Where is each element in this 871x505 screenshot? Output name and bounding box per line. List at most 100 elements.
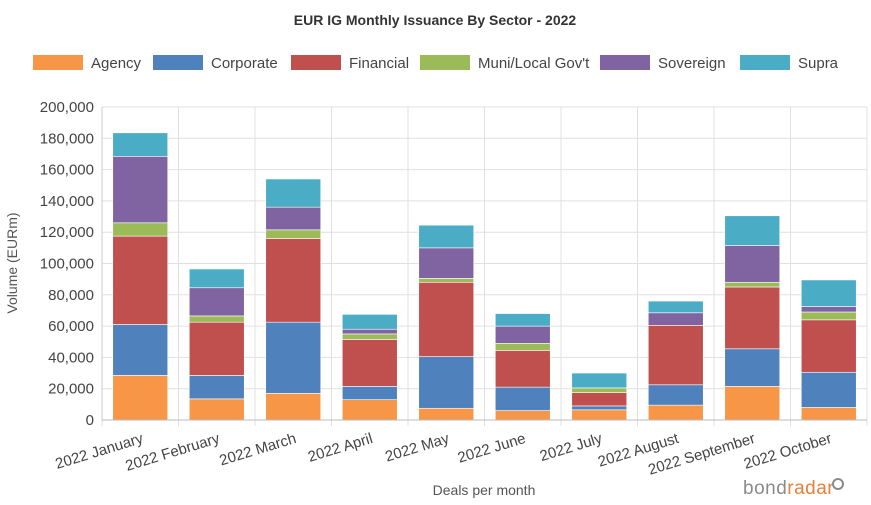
bar-segment — [724, 386, 781, 421]
bar-segment — [647, 325, 704, 386]
bar-stack — [724, 215, 781, 421]
bar-segment — [494, 343, 551, 351]
bar-segment — [341, 399, 398, 421]
bar-segment — [265, 178, 322, 208]
bar-segment — [112, 132, 169, 157]
bar-segment — [800, 371, 857, 408]
bar-segment — [494, 386, 551, 411]
bar-stack — [571, 372, 628, 421]
bar-segment — [571, 392, 628, 407]
bar-segment — [418, 278, 475, 283]
bar-segment — [265, 321, 322, 394]
bar-segment — [800, 407, 857, 421]
legend-label: Agency — [91, 55, 142, 72]
bar-segment — [494, 410, 551, 421]
bar-segment — [647, 404, 704, 421]
y-tick-label: 140,000 — [40, 193, 94, 210]
y-tick-label: 0 — [86, 412, 94, 429]
bar-segment — [647, 312, 704, 326]
bar-segment — [188, 287, 245, 317]
bar-segment — [418, 247, 475, 279]
legend-label: Financial — [349, 55, 409, 72]
legend-swatch — [291, 55, 341, 70]
legend-swatch — [600, 55, 650, 70]
bar-segment — [341, 339, 398, 387]
legend-item[interactable]: Financial — [291, 55, 409, 72]
y-tick-label: 80,000 — [48, 287, 94, 304]
y-tick-label: 160,000 — [40, 162, 94, 179]
bar-segment — [494, 313, 551, 327]
legend-label: Muni/Local Gov't — [478, 55, 590, 72]
bar-segment — [265, 238, 322, 323]
bar-segment — [724, 286, 781, 350]
bar-segment — [724, 245, 781, 283]
bar-segment — [800, 279, 857, 307]
y-axis-title: Volume (EURm) — [4, 212, 20, 313]
legend-item[interactable]: Agency — [33, 55, 142, 72]
bar-segment — [112, 324, 169, 376]
bar-segment — [647, 300, 704, 314]
bar-segment — [188, 398, 245, 421]
bar-stack — [647, 300, 704, 421]
brand-radar-text: radar — [787, 478, 835, 499]
legend-swatch — [33, 55, 83, 70]
radar-dot-icon — [832, 478, 845, 490]
x-tick-label: 2022 June — [456, 430, 528, 467]
bars — [112, 132, 857, 421]
x-tick-label: 2022 May — [383, 430, 451, 466]
legend-label: Sovereign — [658, 55, 726, 72]
chart-title: EUR IG Monthly Issuance By Sector - 2022 — [294, 12, 577, 28]
bar-segment — [494, 350, 551, 388]
y-tick-label: 40,000 — [48, 349, 94, 366]
bar-stack — [418, 224, 475, 421]
y-tick-label: 120,000 — [40, 224, 94, 241]
y-tick-label: 200,000 — [40, 99, 94, 116]
bar-segment — [341, 333, 398, 340]
legend: Agency Corporate Financial Muni/Local Gov't… — [33, 55, 839, 72]
bar-segment — [188, 268, 245, 289]
bar-segment — [341, 386, 398, 400]
bar-stack — [800, 279, 857, 421]
bar-segment — [724, 348, 781, 387]
brand-bond-text: bond — [743, 478, 788, 499]
bar-segment — [571, 409, 628, 421]
bar-segment — [418, 281, 475, 357]
x-tick-label: 2022 October — [742, 430, 834, 473]
y-tick-label: 180,000 — [40, 130, 94, 147]
bar-segment — [418, 224, 475, 249]
bar-segment — [418, 356, 475, 409]
legend-item[interactable]: Muni/Local Gov't — [420, 55, 590, 72]
bar-segment — [188, 375, 245, 400]
bar-segment — [724, 281, 781, 288]
bar-segment — [800, 306, 857, 313]
x-tick-label: 2022 March — [217, 430, 298, 469]
bar-segment — [647, 384, 704, 406]
bar-stack — [188, 268, 245, 421]
bar-segment — [341, 328, 398, 335]
bar-segment — [265, 206, 322, 231]
bar-segment — [800, 319, 857, 373]
legend-label: Corporate — [211, 55, 278, 72]
legend-swatch — [153, 55, 203, 70]
bar-segment — [112, 235, 169, 325]
bar-segment — [112, 375, 169, 421]
y-tick-label: 20,000 — [48, 381, 94, 398]
x-axis-title: Deals per month — [433, 482, 536, 498]
legend-item[interactable]: Corporate — [153, 55, 278, 72]
bar-stack — [112, 132, 169, 421]
legend-item[interactable]: Supra — [740, 55, 839, 72]
bar-stack — [494, 313, 551, 421]
bondradar-logo: bondradar — [743, 478, 845, 500]
legend-label: Supra — [798, 55, 839, 72]
bar-segment — [724, 215, 781, 246]
bar-segment — [188, 321, 245, 376]
bar-segment — [494, 325, 551, 344]
bar-segment — [418, 407, 475, 421]
bar-segment — [265, 393, 322, 421]
legend-swatch — [420, 55, 470, 70]
bar-segment — [188, 315, 245, 323]
legend-item[interactable]: Sovereign — [600, 55, 726, 72]
x-tick-label: 2022 July — [538, 430, 605, 465]
bar-segment — [265, 229, 322, 239]
